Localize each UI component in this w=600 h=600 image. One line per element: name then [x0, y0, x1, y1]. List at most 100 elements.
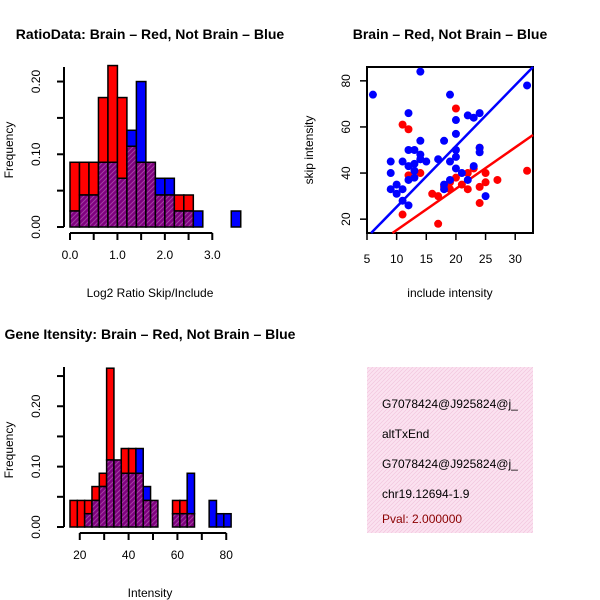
scatter-point-brain [475, 182, 484, 191]
histogram-bar-overlap [127, 472, 137, 528]
ratio-histogram: RatioData: Brain – Red, Not Brain – Blue… [2, 26, 284, 300]
x-tick-label: 30 [509, 252, 523, 266]
scatter-point-brain [398, 120, 407, 129]
x-tick-label: 40 [122, 548, 136, 562]
scatter-point-brain [398, 210, 407, 219]
scatter-point-not-brain [422, 157, 431, 166]
intensity-histogram-title: Gene Itensity: Brain – Red, Not Brain – … [5, 326, 296, 342]
scatter-point-not-brain [446, 90, 454, 99]
scatter-point-not-brain [469, 162, 478, 171]
y-tick-label: 40 [339, 166, 353, 180]
histogram-bar-overlap [171, 512, 181, 528]
histogram-bar-brain [88, 161, 100, 196]
x-tick-label: 5 [364, 252, 371, 266]
histogram-bar-overlap [105, 459, 115, 528]
histogram-bar-overlap [142, 499, 152, 528]
intensity-histogram: Gene Itensity: Brain – Red, Not Brain – … [2, 326, 296, 600]
histogram-bar-overlap [98, 485, 108, 528]
scatter-point-not-brain [451, 146, 460, 154]
histogram-bar-brain [69, 499, 79, 528]
scatter-point-not-brain [469, 113, 478, 122]
scatter-point-brain [446, 185, 454, 194]
histogram-bar-overlap [164, 194, 176, 228]
histogram-bar-brain [105, 367, 115, 461]
scatter-point-not-brain [398, 185, 407, 194]
ratio-histogram-title: RatioData: Brain – Red, Not Brain – Blue [16, 26, 285, 42]
scatter-point-brain [457, 180, 466, 189]
histogram-bar-overlap [154, 194, 166, 228]
histogram-bar-overlap [107, 161, 119, 228]
scatter-title: Brain – Red, Not Brain – Blue [353, 26, 548, 42]
scatter-point-not-brain [475, 148, 484, 157]
scatter-axes: 5 10 15 20 25 30 20 40 60 80 [339, 74, 522, 266]
histogram-bar-overlap [83, 512, 93, 528]
histogram-bar-brain [183, 194, 195, 212]
histogram-bar-brain [107, 64, 119, 164]
histogram-bar-not-brain [215, 512, 225, 528]
scatter-point-not-brain [386, 169, 395, 178]
histogram-bar-brain [120, 447, 130, 475]
scatter-point-brain [493, 175, 502, 184]
histogram-bar-overlap [135, 161, 147, 228]
x-tick-label: 2.0 [157, 248, 174, 262]
x-tick-label: 20 [449, 252, 463, 266]
histogram-bar-not-brain [135, 80, 147, 164]
histogram-bar-not-brain [142, 485, 152, 502]
histogram-bar-overlap [183, 210, 195, 228]
info-panel: G7078424@J925824@j_ altTxEnd G7078424@J9… [367, 367, 533, 533]
scatter-point-not-brain [416, 136, 425, 145]
scatter-point-not-brain [446, 175, 454, 184]
y-tick-label: 0.10 [29, 142, 43, 166]
x-tick-label: 20 [73, 548, 87, 562]
scatter-point-not-brain [440, 136, 449, 145]
histogram-bar-overlap [135, 472, 144, 528]
info-panel-clip: G7078424@J925824@j_ altTxEnd G7078424@J9… [382, 397, 518, 526]
scatter-point-not-brain [451, 164, 460, 173]
scatter-point-not-brain [410, 166, 419, 175]
histogram-bar-not-brain [164, 177, 176, 196]
x-tick-label: 1.0 [109, 248, 126, 262]
histogram-bar-overlap [126, 145, 138, 228]
histogram-bar-overlap [97, 161, 109, 228]
info-panel-background [367, 367, 533, 533]
scatter-point-not-brain [451, 129, 460, 138]
scatter-ylabel: skip intensity [302, 116, 316, 185]
info-pval: Pval: 2.000000 [382, 512, 462, 526]
y-tick-label: 20 [339, 212, 353, 226]
scatter-point-brain [434, 192, 443, 201]
scatter-point-not-brain [457, 169, 466, 178]
y-tick-label: 0.20 [29, 70, 43, 94]
histogram-bar-overlap [113, 459, 123, 528]
histogram-bar-overlap [78, 194, 90, 228]
intensity-histogram-xlabel: Intensity [128, 586, 173, 600]
histogram-bar-brain [83, 499, 93, 515]
ratio-histogram-axes: 0.0 1.0 2.0 3.0 0.00 0.10 0.20 [29, 67, 221, 262]
scatter-point-not-brain [404, 109, 413, 118]
scatter-point-not-brain [416, 67, 425, 76]
info-line-4: chr19.12694-1.9 [382, 487, 470, 501]
scatter-point-not-brain [386, 157, 395, 166]
scatter-point-not-brain [451, 116, 460, 125]
histogram-bar-overlap [88, 194, 100, 228]
scatter-point-brain [451, 104, 460, 113]
scatter-point-not-brain [404, 146, 413, 154]
scatter-point-not-brain [451, 152, 460, 161]
scatter-point-not-brain [410, 159, 419, 168]
histogram-bar-brain [91, 485, 101, 502]
histogram-bar-brain [127, 447, 137, 475]
scatter-point-brain [475, 199, 484, 208]
y-tick-label: 60 [339, 120, 353, 134]
scatter-xlabel: include intensity [407, 286, 492, 300]
x-tick-label: 80 [220, 548, 234, 562]
scatter-point-brain [463, 169, 472, 178]
histogram-bar-brain [78, 161, 90, 196]
scatter-point-brain [434, 219, 443, 228]
histogram-bar-not-brain [208, 499, 218, 528]
histogram-bar-brain [98, 472, 108, 488]
histogram-bar-overlap [179, 512, 188, 528]
histogram-bar-not-brain [230, 210, 242, 228]
ratio-histogram-xlabel: Log2 Ratio Skip/Include [87, 286, 214, 300]
scatter-point-not-brain [392, 180, 401, 189]
histogram-bar-not-brain [192, 210, 204, 228]
scatter-point-brain [404, 125, 413, 134]
